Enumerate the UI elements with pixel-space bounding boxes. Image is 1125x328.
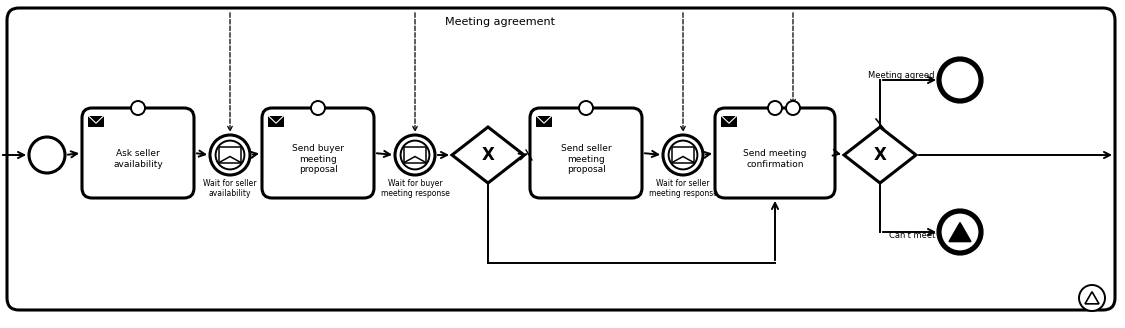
Text: X: X xyxy=(874,146,886,164)
Text: Meeting agreed: Meeting agreed xyxy=(868,72,935,80)
Circle shape xyxy=(668,141,698,169)
Circle shape xyxy=(29,137,65,173)
Text: Meeting agreement: Meeting agreement xyxy=(446,17,555,27)
Polygon shape xyxy=(721,115,737,127)
Circle shape xyxy=(210,135,250,175)
Circle shape xyxy=(310,101,325,115)
Polygon shape xyxy=(452,127,524,183)
Polygon shape xyxy=(219,147,241,163)
Polygon shape xyxy=(950,223,971,242)
Text: Ask seller
availability: Ask seller availability xyxy=(114,149,163,169)
Circle shape xyxy=(939,59,981,101)
FancyBboxPatch shape xyxy=(7,8,1115,310)
Polygon shape xyxy=(536,115,552,127)
Polygon shape xyxy=(88,115,104,127)
Circle shape xyxy=(768,101,782,115)
FancyBboxPatch shape xyxy=(716,108,835,198)
Text: Wait for seller
meeting response: Wait for seller meeting response xyxy=(648,179,718,198)
FancyBboxPatch shape xyxy=(262,108,374,198)
Circle shape xyxy=(130,101,145,115)
Polygon shape xyxy=(404,147,426,163)
Polygon shape xyxy=(268,115,284,127)
Circle shape xyxy=(400,141,430,169)
Text: Wait for buyer
meeting response: Wait for buyer meeting response xyxy=(380,179,450,198)
FancyBboxPatch shape xyxy=(530,108,642,198)
Text: Send seller
meeting
proposal: Send seller meeting proposal xyxy=(560,144,611,174)
Circle shape xyxy=(663,135,703,175)
Text: X: X xyxy=(482,146,495,164)
FancyBboxPatch shape xyxy=(82,108,194,198)
Circle shape xyxy=(939,211,981,253)
Text: Send meeting
confirmation: Send meeting confirmation xyxy=(744,149,807,169)
Text: Send buyer
meeting
proposal: Send buyer meeting proposal xyxy=(292,144,344,174)
Circle shape xyxy=(579,101,593,115)
Text: Can't meet: Can't meet xyxy=(889,232,935,240)
Text: Wait for seller
availability: Wait for seller availability xyxy=(204,179,256,198)
Circle shape xyxy=(786,101,800,115)
Circle shape xyxy=(216,141,244,169)
Polygon shape xyxy=(672,147,694,163)
Polygon shape xyxy=(844,127,916,183)
Circle shape xyxy=(1079,285,1105,311)
Circle shape xyxy=(395,135,435,175)
